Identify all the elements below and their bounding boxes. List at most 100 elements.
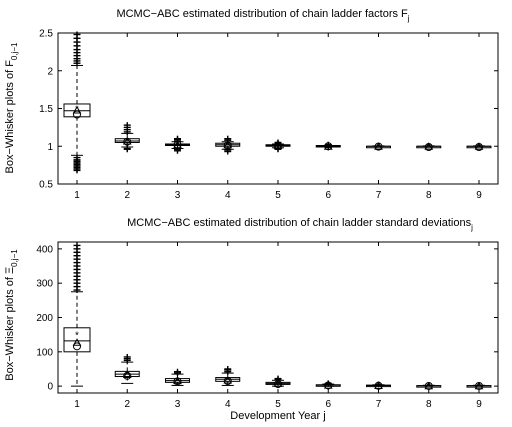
box-2: * [114, 122, 140, 153]
chart-1-plot-frame [57, 32, 499, 185]
chart-2-x-axis: 1 2 3 4 5 6 7 8 9 [74, 242, 482, 410]
x-tick-label: 3 [175, 190, 181, 201]
box-4: * [215, 365, 241, 386]
chart-2-ylabel-group: Box−Whisker plots of Ξ0,j−1 [4, 249, 19, 381]
star-marker: * [276, 379, 280, 390]
circle-marker [173, 140, 182, 149]
y-tick-label: 100 [36, 347, 53, 358]
circle-marker [475, 143, 483, 152]
star-marker: * [75, 105, 79, 116]
y-tick-label: 300 [36, 279, 53, 290]
chart-1-ylabel: Box−Whisker plots of F0,j−1 [4, 42, 19, 174]
box-1: * [63, 242, 91, 387]
triangle-marker [122, 136, 132, 145]
chart-1-title-main: MCMC−ABC estimated distribution of chain… [116, 8, 408, 20]
box-6: * [315, 380, 341, 392]
triangle-marker [173, 376, 182, 385]
box-7: * [366, 142, 391, 153]
chart-1-title-sub: j [407, 14, 410, 23]
triangle-marker [273, 379, 283, 387]
star-marker: * [125, 370, 129, 381]
x-tick-label: 9 [476, 190, 482, 201]
box-7: * [366, 381, 391, 392]
triangle-marker [122, 370, 132, 378]
y-tick-label: 2 [47, 66, 53, 77]
star-marker: * [326, 142, 330, 153]
star-marker: * [176, 141, 180, 152]
circle-marker [274, 141, 282, 150]
star-marker: * [427, 142, 431, 153]
chart-2-boxes: * * * * * * * * * [63, 242, 492, 393]
box-1: * [63, 31, 91, 174]
triangle-marker [424, 381, 434, 390]
y-tick-label: 2.5 [39, 29, 53, 40]
x-tick-label: 6 [325, 190, 331, 201]
circle-marker [223, 376, 232, 385]
chart-2-title-sub: j [470, 223, 473, 232]
box-2: * [114, 353, 140, 384]
triangle-marker [424, 142, 434, 150]
chart-2-xlabel: Development Year j [230, 410, 325, 422]
x-tick-label: 3 [175, 399, 181, 410]
y-tick-label: 0 [47, 382, 53, 393]
triangle-marker [223, 375, 233, 384]
box-6: * [315, 141, 341, 153]
chart-1-ylabel-group: Box−Whisker plots of F0,j−1 [4, 42, 19, 174]
circle-marker [374, 142, 383, 151]
triangle-marker [474, 142, 484, 150]
triangle-marker [223, 140, 233, 149]
circle-marker [123, 137, 132, 146]
circle-marker [274, 380, 282, 389]
chart-1-title: MCMC−ABC estimated distribution of chain… [116, 8, 409, 23]
star-marker: * [226, 141, 230, 152]
star-marker: * [75, 331, 79, 342]
x-tick-label: 5 [275, 399, 281, 410]
box-3: * [165, 135, 190, 154]
star-marker: * [276, 141, 280, 152]
triangle-marker [323, 381, 333, 389]
chart-2-title-main: MCMC−ABC estimated distribution of chain… [127, 217, 471, 229]
circle-marker [324, 142, 333, 151]
chart-1-y-axis: 0.5 1 1.5 2 2.5 [39, 29, 498, 191]
x-tick-label: 4 [225, 399, 231, 410]
star-marker: * [377, 142, 381, 153]
star-marker: * [176, 376, 180, 387]
chart-2-ylabel-sub: 0,j−1 [10, 249, 19, 267]
circle-marker [73, 342, 81, 351]
circle-marker [173, 377, 182, 386]
chart-2-y-axis: 0 100 200 300 400 [36, 244, 498, 393]
panel-chain-ladder-std-devs: MCMC−ABC estimated distribution of chain… [4, 217, 499, 422]
box-8: * [416, 142, 442, 153]
x-tick-label: 2 [124, 190, 130, 201]
chart-2-ylabel: Box−Whisker plots of Ξ0,j−1 [4, 249, 19, 381]
circle-marker [123, 371, 132, 380]
circle-marker [223, 141, 232, 150]
chart-1-boxes: * * * * * * * * * [63, 31, 492, 174]
star-marker: * [326, 381, 330, 392]
chart-1-ylabel-sub: 0,j−1 [10, 42, 19, 60]
box-5: * [265, 139, 291, 152]
x-tick-label: 9 [476, 399, 482, 410]
star-marker: * [377, 381, 381, 392]
y-tick-label: 1 [47, 142, 53, 153]
x-tick-label: 7 [376, 399, 382, 410]
chart-1-ylabel-main: Box−Whisker plots of F [4, 60, 16, 174]
chart-2-ylabel-main: Box−Whisker plots of Ξ [4, 267, 16, 381]
y-tick-label: 200 [36, 313, 53, 324]
circle-marker [475, 381, 483, 390]
box-9: * [466, 142, 492, 153]
box-9: * [466, 381, 492, 393]
x-tick-label: 8 [426, 190, 432, 201]
box-8: * [416, 381, 442, 393]
triangle-marker [374, 142, 383, 150]
x-tick-label: 2 [124, 399, 130, 410]
x-tick-label: 7 [376, 190, 382, 201]
x-tick-label: 4 [225, 190, 231, 201]
star-marker: * [125, 137, 129, 148]
circle-marker [73, 110, 81, 119]
chart-1-x-axis: 1 2 3 4 5 6 7 8 9 [74, 33, 482, 201]
y-tick-label: 1.5 [39, 104, 53, 115]
x-tick-label: 5 [275, 190, 281, 201]
box-3: * [165, 368, 190, 387]
